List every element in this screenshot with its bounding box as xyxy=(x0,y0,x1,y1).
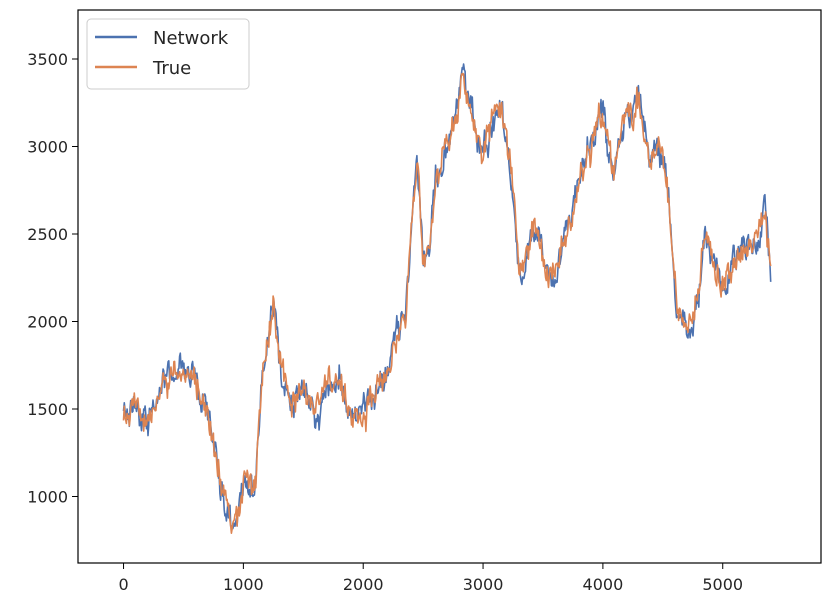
x-tick-label: 5000 xyxy=(702,575,743,594)
y-tick-label: 2500 xyxy=(27,225,68,244)
legend: Network True xyxy=(86,18,250,90)
legend-label-true: True xyxy=(152,58,191,79)
x-axis: 0 1000 2000 3000 4000 5000 xyxy=(118,563,743,594)
series-line-true xyxy=(122,72,772,534)
x-tick-label: 2000 xyxy=(343,575,384,594)
y-axis: 1000 1500 2000 2500 3000 3500 xyxy=(27,50,78,507)
y-tick-label: 3500 xyxy=(27,50,68,69)
legend-label-network: Network xyxy=(153,28,229,49)
y-tick-label: 3000 xyxy=(27,138,68,157)
y-tick-label: 1500 xyxy=(27,400,68,419)
x-tick-label: 4000 xyxy=(583,575,624,594)
x-tick-label: 1000 xyxy=(223,575,264,594)
plot-frame xyxy=(77,9,822,564)
x-tick-label: 3000 xyxy=(463,575,504,594)
y-tick-label: 1000 xyxy=(27,488,68,507)
y-tick-label: 2000 xyxy=(27,313,68,332)
x-tick-label: 0 xyxy=(118,575,128,594)
series-layer xyxy=(122,63,772,534)
